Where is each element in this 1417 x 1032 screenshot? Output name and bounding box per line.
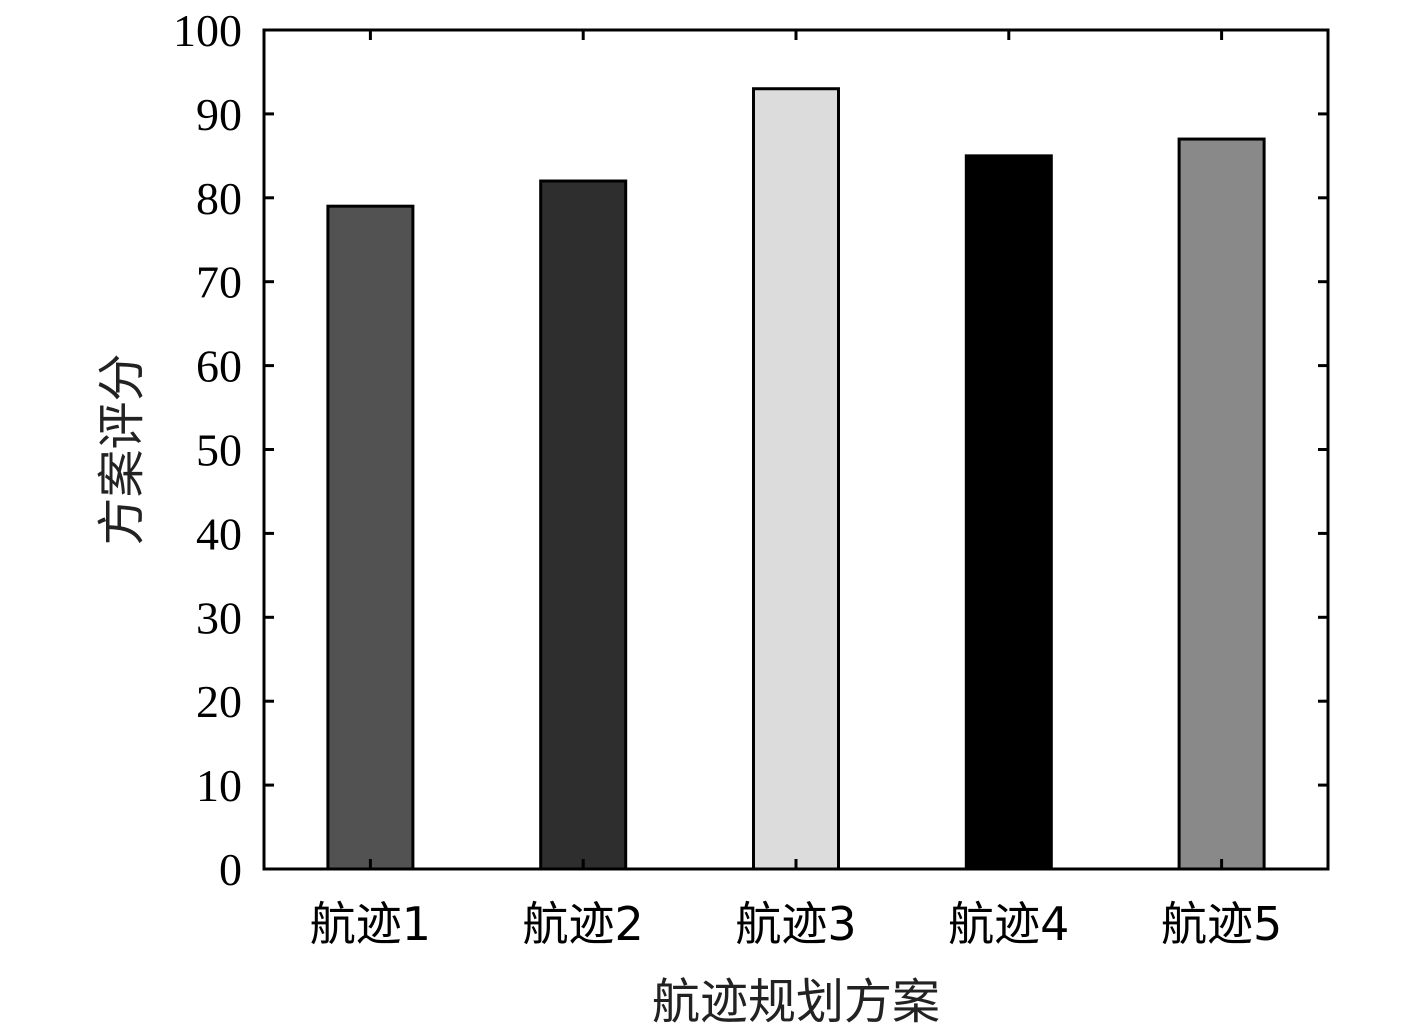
y-axis-ticks: 0 10 20 30 40 50 60 70 80 90 100 [173,5,1328,895]
y-tick-label: 40 [196,508,242,559]
x-tick-label: 航迹1 [310,897,431,951]
x-tick-label: 航迹2 [523,897,644,951]
y-tick-label: 0 [219,844,242,895]
y-tick-label: 100 [173,5,242,56]
y-tick-label: 90 [196,89,242,140]
bar-1 [326,204,415,871]
y-tick-label: 20 [196,676,242,727]
y-tick-label: 30 [196,592,242,643]
plot-frame [262,28,1330,871]
y-tick-label: 80 [196,173,242,224]
bar-5 [1177,137,1266,871]
x-axis-ticks: 航迹1 航迹2 航迹3 航迹4 航迹5 [310,30,1282,951]
y-axis-title: 方案评分 [94,353,150,545]
y-tick-label: 60 [196,341,242,392]
x-tick-label: 航迹4 [948,897,1069,951]
y-tick-label: 50 [196,425,242,476]
bar-4 [964,154,1053,871]
x-axis-title: 航迹规划方案 [652,974,940,1030]
y-tick-label: 70 [196,257,242,308]
y-tick-label: 10 [196,760,242,811]
bar-3 [752,87,840,871]
x-tick-label: 航迹3 [735,897,856,951]
x-tick-label: 航迹5 [1161,897,1282,951]
bar-2 [539,179,628,871]
bars-group [326,87,1266,871]
